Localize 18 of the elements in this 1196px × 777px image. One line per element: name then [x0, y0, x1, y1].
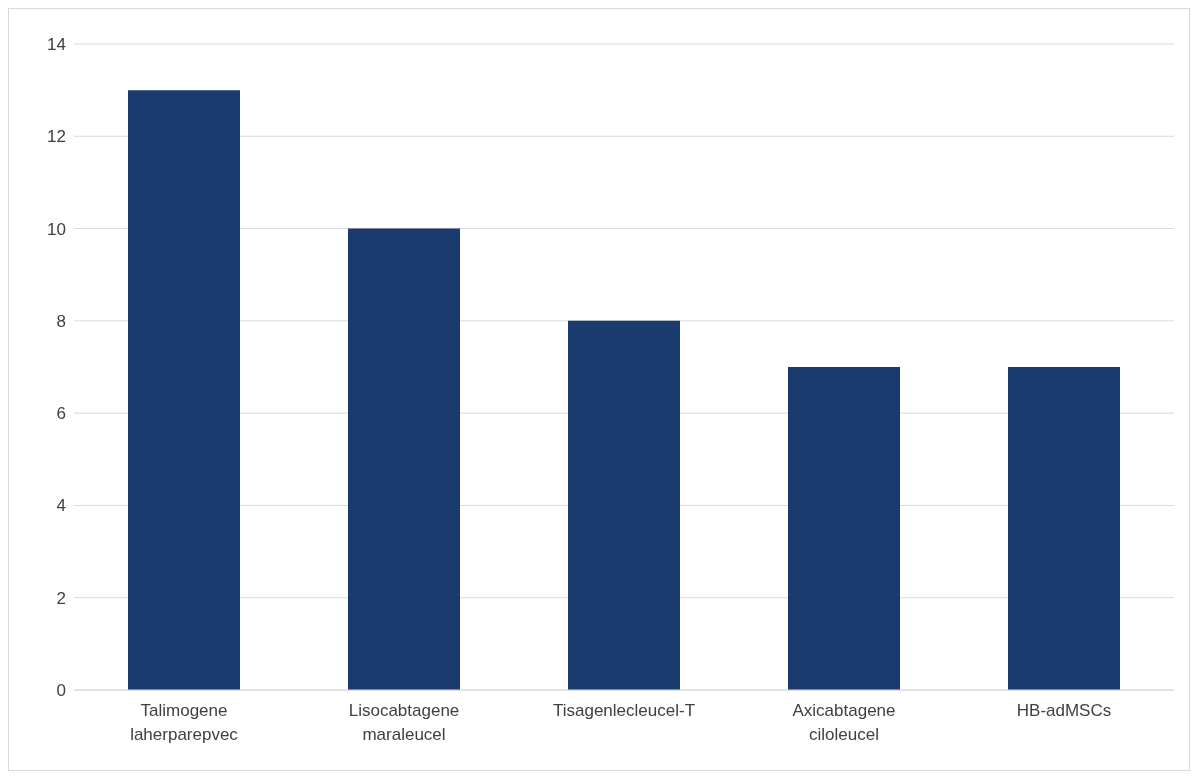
bar: [348, 228, 460, 690]
x-tick-label: Lisocabtagene maraleucel: [348, 701, 460, 744]
y-tick-label: 0: [56, 681, 66, 701]
bar: [128, 90, 240, 690]
y-tick-label: 12: [47, 127, 66, 147]
x-tick-label: Tisagenlecleucel-T: [552, 701, 696, 720]
x-tick-label: HB-adMSCs: [1016, 701, 1112, 720]
x-tick-label: Axicabtagene ciloleucel: [792, 701, 896, 744]
y-tick-label: 10: [47, 219, 66, 239]
bar: [1008, 367, 1120, 690]
y-tick-label: 6: [56, 404, 66, 424]
y-tick-label: 14: [47, 35, 66, 55]
x-tick-label: Talimogene laherparepvec: [130, 701, 239, 744]
bar: [788, 367, 900, 690]
y-tick-label: 4: [56, 496, 66, 516]
y-tick-label: 2: [56, 588, 66, 608]
bar: [568, 320, 680, 690]
y-tick-label: 8: [56, 311, 66, 331]
